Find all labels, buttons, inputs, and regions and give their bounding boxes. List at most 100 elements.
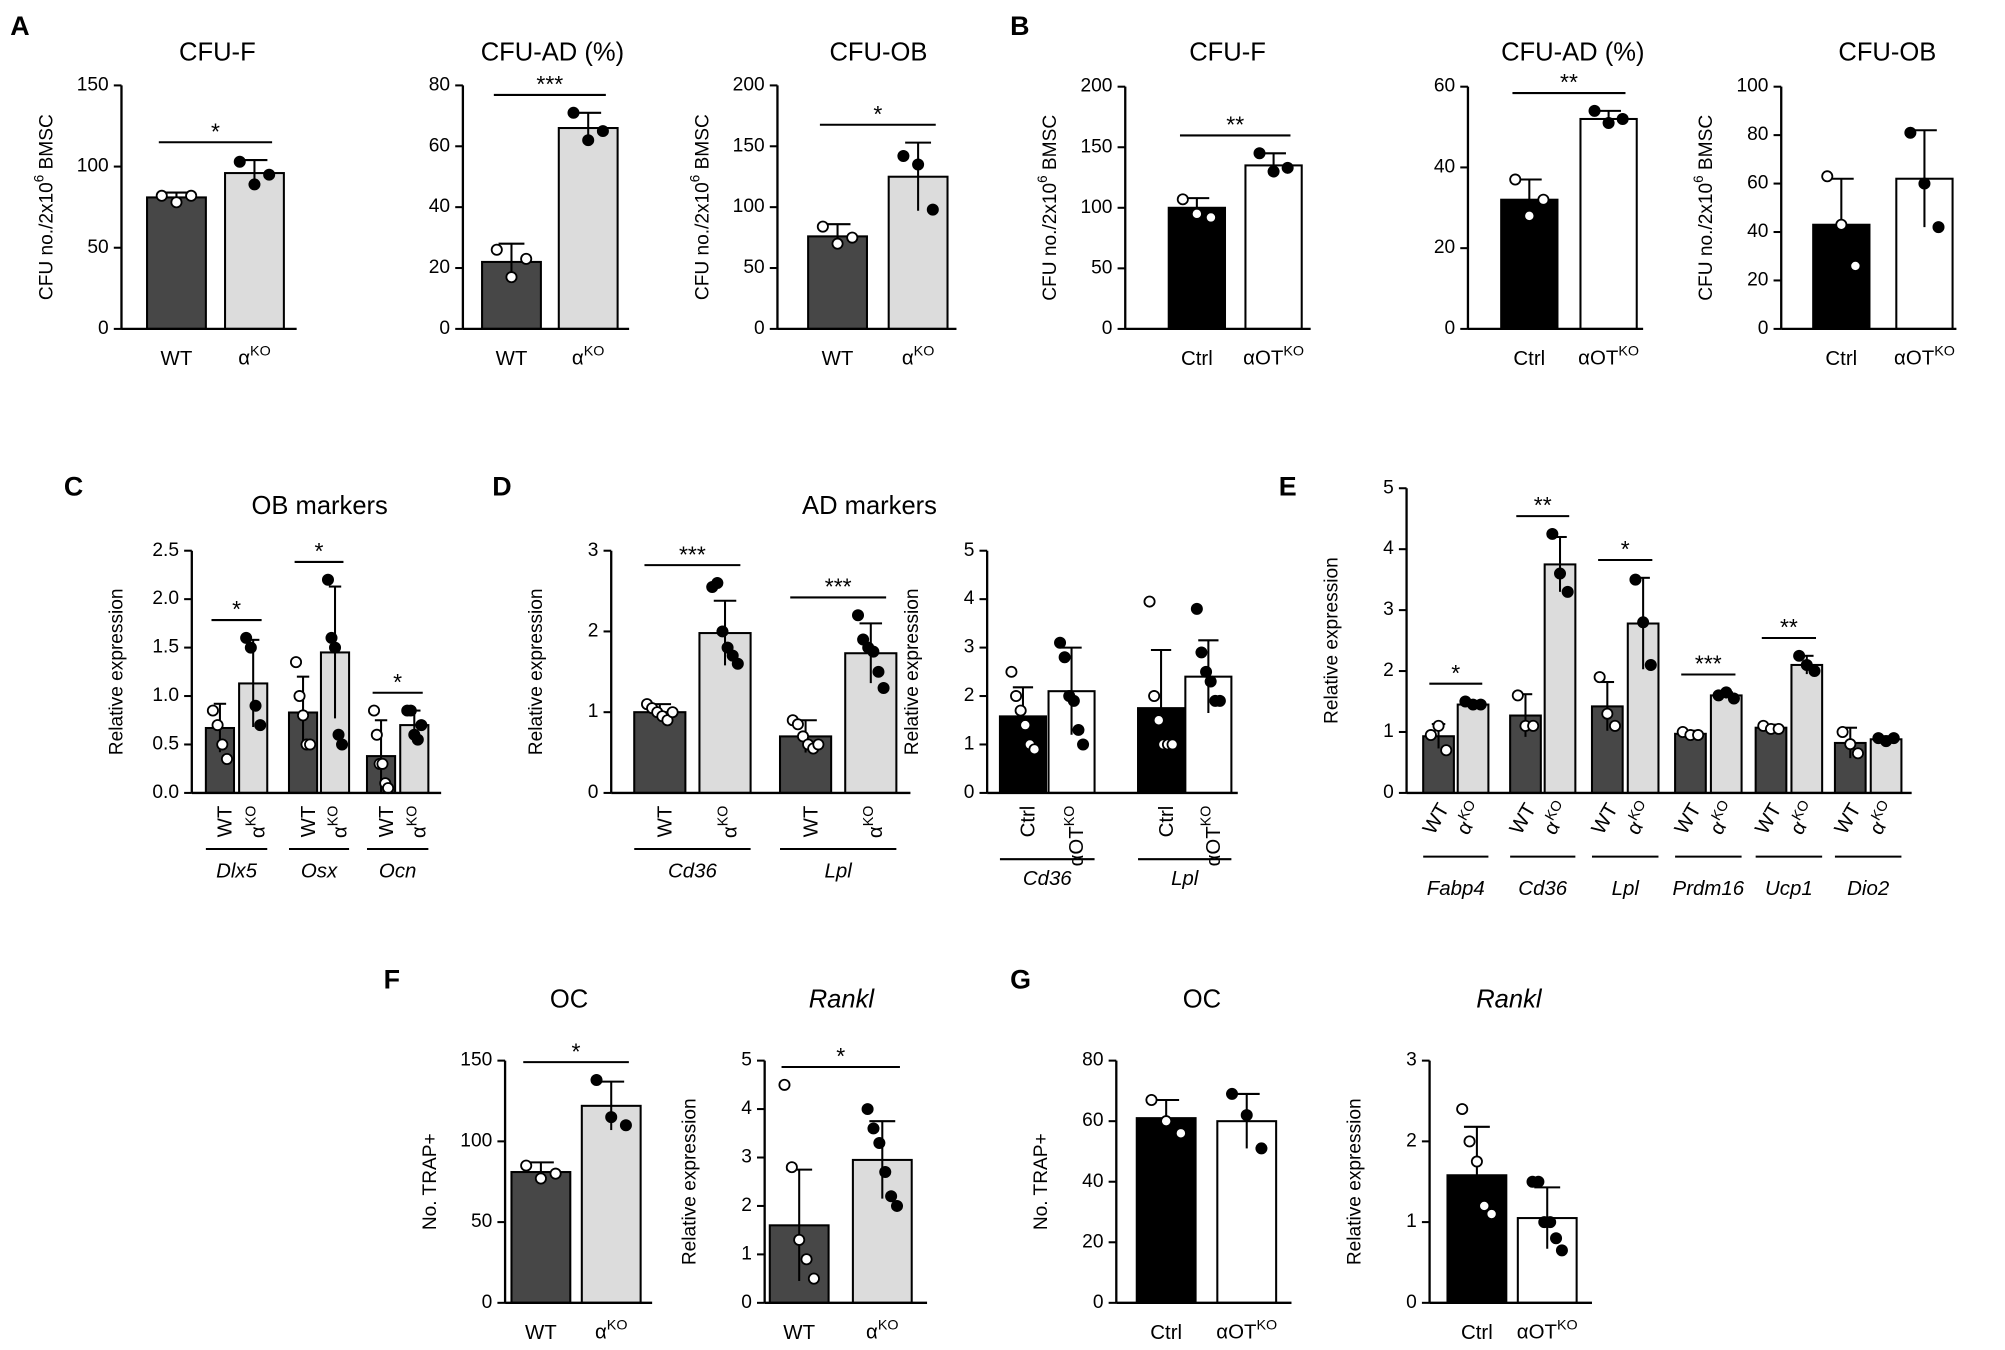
chart-title: Rankl: [1476, 985, 1543, 1013]
y-axis-label: CFU no./2x106 BMSC: [687, 114, 713, 300]
data-point: [1821, 170, 1834, 183]
data-point: [590, 1074, 603, 1086]
data-point: [411, 733, 424, 746]
x-tick-label: αOTKO: [1578, 343, 1639, 370]
data-point: [791, 718, 804, 731]
chart-title: OC: [1183, 985, 1221, 1013]
text-part: KO: [861, 806, 877, 827]
x-tick-label: αOTKO: [1062, 806, 1089, 867]
y-tick-label: 2: [1406, 1130, 1417, 1151]
data-point: [170, 196, 183, 209]
y-tick-label: 0: [98, 318, 109, 339]
text-part: KO: [584, 343, 605, 359]
bar: [998, 715, 1047, 794]
y-tick-label: 4: [1383, 538, 1394, 559]
text-part: KO: [715, 806, 731, 827]
data-point: [619, 1119, 632, 1132]
data-point: [1836, 725, 1849, 738]
data-point: [370, 728, 383, 741]
x-tick-label: αOTKO: [1517, 1317, 1578, 1344]
data-point: [716, 625, 729, 638]
x-tick-label: αKO: [595, 1317, 628, 1344]
text-part: α: [720, 826, 742, 838]
text-part: α: [330, 826, 352, 838]
text-part: α: [409, 826, 431, 838]
y-tick-label: 40: [1434, 157, 1455, 178]
panel-letter: A: [10, 11, 29, 41]
significance-label: *: [393, 669, 402, 695]
significance-label: *: [836, 1043, 845, 1069]
group-label: Cd36: [1023, 868, 1073, 890]
x-tick-label: αKO: [243, 806, 270, 838]
text-part: α: [866, 1322, 878, 1344]
data-point: [816, 220, 829, 233]
y-tick-label: 2.5: [152, 540, 179, 561]
bar: [557, 127, 619, 330]
text-part: KO: [1062, 806, 1078, 827]
data-point: [1527, 719, 1540, 732]
data-point: [336, 738, 349, 751]
data-point: [890, 1199, 904, 1212]
x-tick-label: WT: [161, 348, 193, 370]
text-part: KO: [878, 1317, 899, 1333]
y-tick-label: 1.0: [152, 685, 179, 706]
y-tick-label: 40: [1082, 1171, 1103, 1192]
data-point: [185, 189, 198, 202]
y-axis-label: CFU no./2x106 BMSC: [1035, 115, 1061, 301]
y-tick-label: 100: [77, 156, 109, 177]
data-point: [1808, 665, 1821, 678]
chart-title: CFU-AD (%): [481, 38, 624, 66]
data-point: [1204, 211, 1217, 224]
data-point: [812, 738, 825, 751]
group-label: Ocn: [379, 860, 416, 882]
y-tick-label: 2: [964, 685, 975, 706]
text-part: αOT: [1216, 1322, 1256, 1344]
group-label: Lpl: [1612, 878, 1640, 900]
text-part: Rankl: [1476, 985, 1543, 1013]
data-point: [329, 641, 342, 654]
significance-label: ***: [536, 71, 563, 97]
y-tick-label: 1: [741, 1243, 752, 1264]
bar: [1709, 694, 1743, 794]
panel-letter: B: [1010, 11, 1029, 41]
chart-title: CFU-F: [1189, 38, 1266, 66]
y-tick-label: 0: [964, 782, 975, 803]
data-point: [1532, 1175, 1545, 1188]
group-label: Prdm16: [1673, 878, 1745, 900]
x-tick-label: WT: [215, 806, 237, 838]
text-part: KO: [1557, 1317, 1578, 1333]
x-tick-label: αKO: [861, 806, 888, 838]
chart-title: OB markers: [252, 492, 388, 520]
data-point: [1555, 1244, 1568, 1257]
data-point: [1005, 665, 1018, 678]
x-tick-label: Ctrl: [1150, 1322, 1182, 1344]
x-tick-label: Ctrl: [1825, 348, 1857, 370]
y-tick-label: 80: [1082, 1050, 1103, 1071]
chart-title: CFU-OB: [829, 38, 927, 66]
text-part: BMSC: [1040, 115, 1061, 176]
text-part: 6: [687, 175, 702, 182]
data-point: [605, 1111, 618, 1124]
data-point: [1849, 259, 1862, 272]
data-point: [1478, 1199, 1491, 1212]
data-point: [711, 577, 724, 589]
y-tick-label: 100: [460, 1130, 492, 1151]
data-point: [297, 709, 310, 722]
data-point: [897, 150, 910, 163]
x-tick-label: Ctrl: [1156, 806, 1178, 838]
y-tick-label: 3: [588, 540, 599, 561]
x-tick-label: WT: [298, 806, 320, 838]
y-tick-label: 0.5: [152, 734, 179, 755]
data-point: [1145, 1093, 1158, 1106]
data-point: [1511, 689, 1524, 702]
data-point: [1077, 738, 1090, 751]
data-point: [778, 1078, 791, 1091]
text-part: α: [248, 826, 270, 838]
text-part: BMSC: [1696, 115, 1717, 176]
data-point: [1058, 651, 1071, 664]
panel-letter: D: [492, 471, 511, 501]
text-part: CFU no./2x10: [1696, 183, 1717, 301]
y-axis-label: Relative expression: [1344, 1098, 1365, 1265]
y-tick-label: 4: [741, 1098, 752, 1119]
text-part: KO: [1199, 806, 1215, 827]
